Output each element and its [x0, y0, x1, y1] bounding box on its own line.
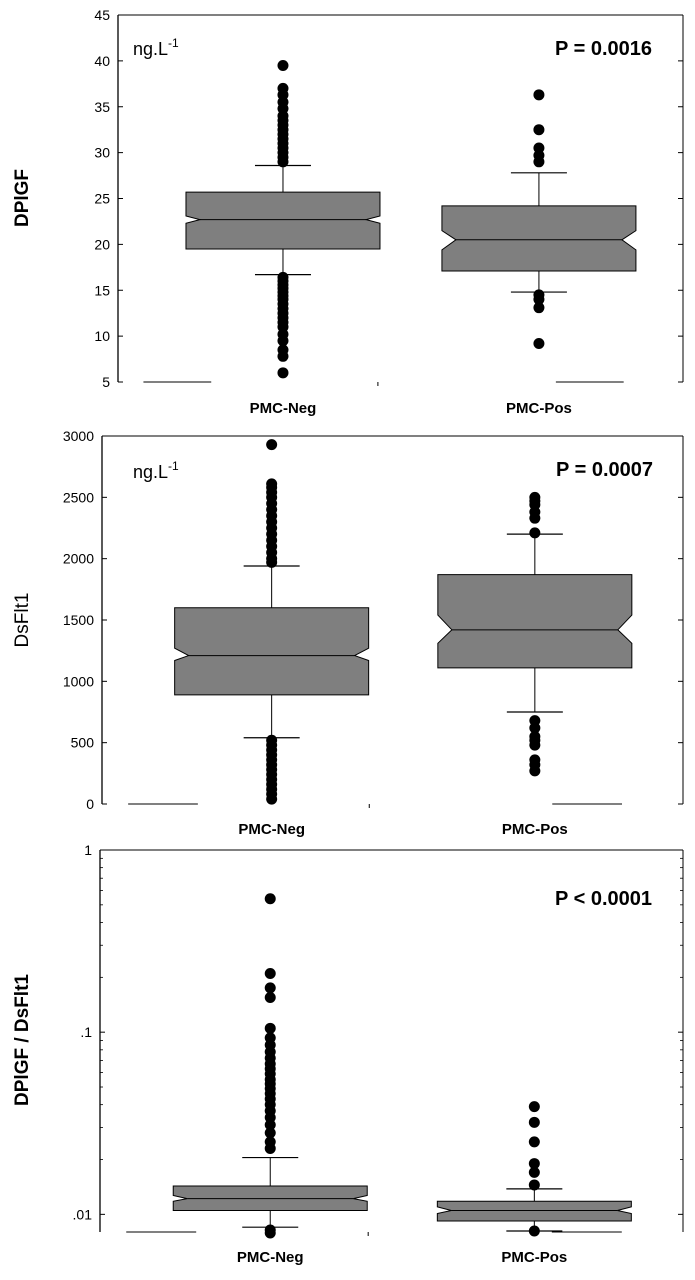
outlier-point — [529, 765, 541, 777]
outlier-point — [529, 527, 541, 539]
y-tick-label: 500 — [71, 735, 95, 751]
category-label: PMC-Neg — [237, 1249, 304, 1266]
y-tick-label: 15 — [94, 282, 110, 298]
outlier-point — [266, 793, 278, 805]
outlier-point — [264, 967, 276, 979]
outlier-point — [528, 1179, 540, 1191]
chart-panel-1: 5 10 15 20 25 30 35 40 45 DPlGF ng.L-1 P = 0.0016 PM… — [12, 7, 684, 417]
outlier-point — [533, 302, 545, 314]
outlier-point — [266, 439, 278, 451]
box-pmc-neg — [172, 893, 368, 1239]
unit-label: ng.L-1 — [133, 36, 179, 59]
outlier-point — [277, 350, 289, 362]
y-tick-label: 5 — [102, 374, 110, 390]
box-pmc-neg — [185, 59, 381, 379]
outlier-point — [528, 1166, 540, 1178]
y-tick-label: 25 — [94, 191, 110, 207]
y-tick-label: 45 — [94, 7, 110, 23]
box-pmc-neg — [174, 439, 370, 805]
notched-box — [437, 574, 633, 669]
outlier-point — [277, 156, 289, 168]
outlier-point — [529, 512, 541, 524]
outlier-point — [528, 1225, 540, 1237]
category-label: PMC-Pos — [501, 1249, 567, 1266]
outlier-point — [528, 1101, 540, 1113]
outlier-point — [264, 1142, 276, 1154]
outlier-point — [533, 293, 545, 305]
outlier-point — [533, 337, 545, 349]
outlier-point — [533, 156, 545, 168]
outlier-point — [533, 89, 545, 101]
outlier-point — [529, 722, 541, 734]
outlier-point — [264, 1119, 276, 1131]
outlier-point — [264, 893, 276, 905]
unit-label: ng.L-1 — [133, 459, 179, 482]
box-pmc-pos — [441, 89, 637, 349]
outlier-point — [264, 1127, 276, 1139]
outlier-point — [533, 124, 545, 136]
y-tick-label: .1 — [80, 1024, 92, 1040]
p-value-label: P = 0.0016 — [555, 38, 652, 60]
y-tick-label: 0 — [86, 796, 94, 812]
p-value-label: P = 0.0007 — [556, 459, 653, 481]
outlier-point — [277, 335, 289, 347]
outlier-point — [264, 991, 276, 1003]
category-label: PMC-Pos — [502, 821, 568, 838]
outlier-point — [277, 367, 289, 379]
category-label: PMC-Pos — [506, 400, 572, 417]
y-tick-label: 35 — [94, 99, 110, 115]
outlier-point — [264, 1227, 276, 1239]
chart-panel-2: 0 500 1000 1500 2000 2500 3000 DsFlt1 ng.L-1 P = … — [12, 428, 684, 838]
outlier-point — [529, 739, 541, 751]
box-pmc-pos — [436, 1101, 632, 1237]
y-tick-label: 2000 — [63, 551, 94, 567]
notched-box — [185, 191, 381, 250]
y-tick-label: 2500 — [63, 489, 94, 505]
outlier-point — [277, 59, 289, 71]
y-axis-label: DPlGF — [12, 169, 33, 227]
y-tick-label: 10 — [94, 328, 110, 344]
category-label: PMC-Neg — [250, 400, 317, 417]
chart-panel-3: .01 .1 1 DPlGF / DsFlt1 P < 0.0001 PMC-Neg PMC… — [12, 842, 684, 1266]
y-tick-label: 1000 — [63, 673, 94, 689]
notched-box — [441, 205, 637, 272]
y-axis-label: DsFlt1 — [12, 593, 33, 648]
notched-box — [436, 1200, 632, 1222]
outlier-point — [528, 1158, 540, 1170]
outlier-point — [528, 1116, 540, 1128]
y-tick-label: 30 — [94, 145, 110, 161]
outlier-point — [264, 1022, 276, 1034]
y-tick-label: 20 — [94, 236, 110, 252]
notched-box — [174, 607, 370, 696]
y-tick-label: .01 — [73, 1206, 93, 1222]
y-tick-label: 3000 — [63, 428, 94, 444]
outlier-point — [266, 556, 278, 568]
outlier-point — [528, 1136, 540, 1148]
y-tick-label: 1 — [84, 842, 92, 858]
category-label: PMC-Neg — [238, 821, 305, 838]
box-pmc-pos — [437, 491, 633, 777]
p-value-label: P < 0.0001 — [555, 888, 652, 910]
y-tick-label: 1500 — [63, 612, 94, 628]
y-tick-label: 40 — [94, 53, 110, 69]
y-axis-label: DPlGF / DsFlt1 — [12, 974, 33, 1106]
outlier-point — [264, 982, 276, 994]
